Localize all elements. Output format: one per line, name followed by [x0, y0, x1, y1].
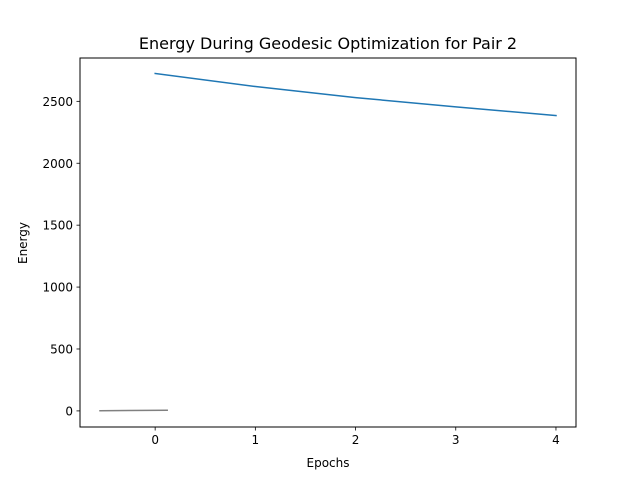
- series-layer: [99, 72, 557, 412]
- y-tick-label: 500: [50, 342, 73, 356]
- x-axis-ticks: 0 1 2 3 4: [151, 427, 560, 447]
- y-tick-label: 2500: [42, 95, 73, 109]
- y-axis-label: Energy: [16, 222, 30, 264]
- y-tick-label: 0: [65, 404, 73, 418]
- y-tick-label: 2000: [42, 157, 73, 171]
- series-line-1: [154, 72, 557, 117]
- y-axis-ticks: 0 500 1000 1500 2000 2500: [42, 95, 80, 418]
- x-axis-label: Epochs: [307, 456, 350, 470]
- x-tick-label: 2: [352, 433, 360, 447]
- x-tick-label: 3: [452, 433, 460, 447]
- x-tick-label: 0: [151, 433, 159, 447]
- y-tick-label: 1000: [42, 281, 73, 295]
- chart-title: Energy During Geodesic Optimization for …: [139, 34, 517, 53]
- plot-area: [79, 57, 577, 428]
- x-tick-label: 4: [552, 433, 560, 447]
- x-tick-label: 1: [252, 433, 260, 447]
- y-tick-label: 1500: [42, 219, 73, 233]
